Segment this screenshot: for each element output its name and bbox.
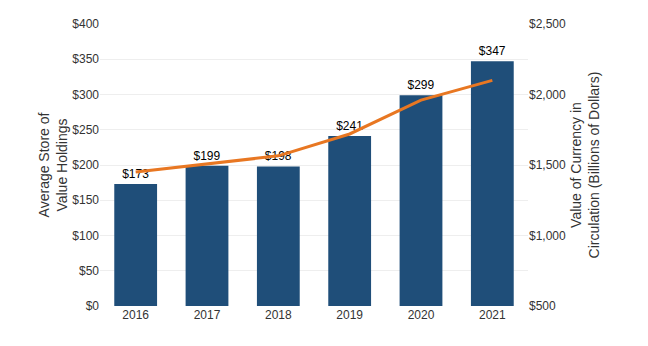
svg-text:$500: $500 (529, 299, 556, 313)
svg-text:2018: 2018 (265, 308, 292, 322)
svg-text:$100: $100 (72, 229, 99, 243)
svg-text:Average Store ofValue Holdings: Average Store ofValue Holdings (36, 112, 70, 217)
svg-text:$173: $173 (122, 167, 149, 181)
svg-text:$199: $199 (193, 149, 220, 163)
svg-text:$241: $241 (336, 119, 363, 133)
svg-text:$198: $198 (265, 149, 292, 163)
svg-text:$250: $250 (72, 123, 99, 137)
svg-text:$300: $300 (72, 88, 99, 102)
svg-text:2019: 2019 (336, 308, 363, 322)
svg-text:$150: $150 (72, 193, 99, 207)
svg-text:2016: 2016 (122, 308, 149, 322)
svg-text:$2,000: $2,000 (529, 88, 566, 102)
svg-text:$347: $347 (479, 44, 506, 58)
svg-text:2021: 2021 (479, 308, 506, 322)
svg-text:2020: 2020 (408, 308, 435, 322)
svg-text:$299: $299 (407, 78, 434, 92)
svg-text:Value of Currency inCirculatio: Value of Currency inCirculation (Billion… (568, 72, 602, 259)
svg-text:$2,500: $2,500 (529, 17, 566, 31)
svg-text:$1,000: $1,000 (529, 229, 566, 243)
svg-text:$0: $0 (86, 299, 100, 313)
svg-text:$1,500: $1,500 (529, 158, 566, 172)
svg-text:2017: 2017 (194, 308, 221, 322)
svg-text:$350: $350 (72, 52, 99, 66)
svg-text:$400: $400 (72, 17, 99, 31)
svg-text:$50: $50 (79, 264, 99, 278)
svg-text:$200: $200 (72, 158, 99, 172)
